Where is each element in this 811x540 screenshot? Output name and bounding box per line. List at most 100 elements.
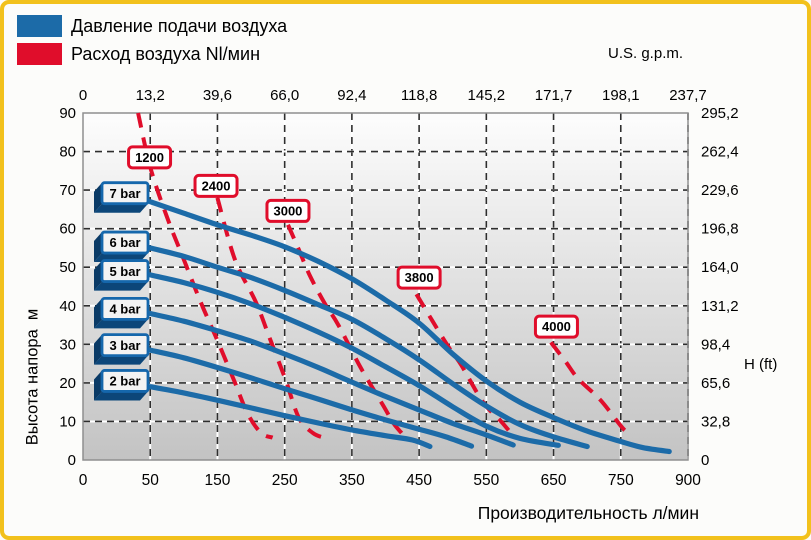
- bottom-tick-label: 650: [541, 472, 567, 489]
- bottom-tick-label: 50: [142, 472, 160, 489]
- air-consumption-curve-1200: [136, 112, 274, 440]
- top-axis-unit-label: U.S. g.p.m.: [608, 45, 684, 62]
- top-tick-label: 0: [79, 87, 87, 104]
- label-box-face: [100, 333, 150, 358]
- pressure-label-5-bar: 5 bar: [94, 259, 150, 291]
- legend-label-air-pressure: Давление подачи воздуха: [71, 15, 288, 36]
- legend-item-air-consumption: Расход воздуха Nl/мин: [17, 43, 287, 65]
- consumption-label-3800: 3800: [396, 265, 442, 290]
- air-consumption-curve-4000: [549, 341, 631, 435]
- consumption-label-text: 3000: [273, 203, 302, 218]
- top-tick-label: 171,7: [535, 87, 573, 104]
- left-tick-label: 50: [59, 259, 76, 276]
- consumption-label-1200: 1200: [127, 145, 173, 170]
- top-tick-label: 118,8: [401, 87, 437, 104]
- label-box-face: [100, 181, 150, 206]
- bottom-tick-label: 250: [272, 472, 298, 489]
- label-box-side: [94, 298, 102, 329]
- plot-area: [83, 113, 688, 460]
- top-tick-label: 39,6: [203, 87, 232, 104]
- pressure-label-text: 2 bar: [109, 374, 140, 389]
- legend-swatch-blue: [17, 15, 62, 37]
- pressure-curve-5-bar: [147, 272, 561, 448]
- label-box-side: [94, 182, 102, 213]
- label-box-face: [100, 296, 150, 321]
- consumption-label-box: [265, 198, 311, 223]
- consumption-label-box: [127, 145, 173, 170]
- legend-item-air-pressure: Давление подачи воздуха: [17, 15, 287, 37]
- left-tick-label: 90: [59, 105, 76, 122]
- air-consumption-curve-2400: [215, 197, 328, 441]
- pressure-label-text: 7 bar: [109, 186, 140, 201]
- label-box-side: [94, 319, 148, 329]
- bottom-tick-label: 900: [675, 472, 701, 489]
- right-tick-label: 295,2: [701, 105, 739, 122]
- pressure-label-text: 3 bar: [109, 338, 140, 353]
- pressure-curve-3-bar: [147, 347, 475, 449]
- label-box-side: [94, 260, 102, 291]
- right-tick-label: 131,2: [701, 298, 739, 315]
- bottom-tick-label: 150: [205, 472, 231, 489]
- pressure-label-7-bar: 7 bar: [94, 181, 150, 213]
- label-box-face: [100, 230, 150, 255]
- left-tick-label: 60: [59, 221, 76, 238]
- pressure-label-6-bar: 6 bar: [94, 230, 150, 263]
- right-tick-label: 65,6: [701, 375, 730, 392]
- left-tick-label: 0: [68, 452, 76, 469]
- label-box-side: [94, 334, 102, 365]
- consumption-label-box: [533, 314, 579, 339]
- consumption-label-box: [193, 173, 239, 198]
- left-tick-label: 30: [59, 336, 76, 353]
- legend-swatch-red: [17, 43, 62, 65]
- label-box-side: [94, 281, 148, 291]
- top-tick-label: 66,0: [270, 87, 299, 104]
- bottom-tick-label: 450: [406, 472, 432, 489]
- consumption-label-text: 3800: [405, 270, 434, 285]
- right-tick-label: 32,8: [701, 413, 730, 430]
- pressure-curve-4-bar: [147, 310, 516, 448]
- left-tick-label: 10: [59, 413, 76, 430]
- bottom-tick-label: 350: [339, 472, 365, 489]
- legend: Давление подачи воздуха Расход воздуха N…: [17, 15, 287, 71]
- consumption-label-2400: 2400: [193, 173, 239, 198]
- label-box-face: [100, 369, 150, 393]
- pressure-curve-2-bar: [147, 384, 433, 450]
- pressure-curve-7-bar: [147, 199, 672, 455]
- plot-border: [82, 112, 689, 461]
- x-axis-title: Производительность л/мин: [477, 503, 699, 523]
- label-box-side: [94, 355, 148, 365]
- bottom-tick-label: 550: [473, 472, 499, 489]
- right-tick-label: 262,4: [701, 144, 739, 161]
- consumption-label-box: [396, 265, 442, 290]
- top-tick-label: 237,7: [669, 87, 707, 104]
- top-tick-label: 92,4: [337, 87, 366, 104]
- pressure-label-2-bar: 2 bar: [94, 369, 150, 401]
- label-box-side: [94, 391, 148, 401]
- label-box-side: [94, 232, 102, 263]
- consumption-label-text: 4000: [542, 319, 571, 334]
- pressure-label-text: 5 bar: [109, 264, 140, 279]
- bottom-tick-label: 750: [608, 472, 634, 489]
- label-box-face: [100, 259, 150, 283]
- pressure-label-text: 4 bar: [109, 302, 140, 317]
- right-tick-label: 98,4: [701, 336, 730, 353]
- legend-label-air-consumption: Расход воздуха Nl/мин: [71, 43, 261, 64]
- right-axis-unit-label: H (ft): [744, 356, 778, 373]
- pressure-label-text: 6 bar: [109, 235, 140, 250]
- pressure-curve-6-bar: [147, 245, 590, 450]
- pressure-label-3-bar: 3 bar: [94, 333, 150, 365]
- bottom-tick-label: 0: [79, 472, 88, 489]
- left-tick-label: 80: [59, 144, 76, 161]
- label-box-side: [94, 203, 148, 213]
- right-tick-label: 164,0: [701, 259, 739, 276]
- consumption-label-text: 1200: [135, 150, 164, 165]
- right-tick-label: 229,6: [701, 182, 739, 199]
- consumption-label-4000: 4000: [533, 314, 579, 339]
- right-tick-label: 0: [701, 452, 709, 469]
- top-tick-label: 13,2: [136, 87, 165, 104]
- left-tick-label: 20: [59, 375, 76, 392]
- air-consumption-curve-3800: [414, 293, 516, 439]
- top-tick-label: 145,2: [468, 87, 506, 104]
